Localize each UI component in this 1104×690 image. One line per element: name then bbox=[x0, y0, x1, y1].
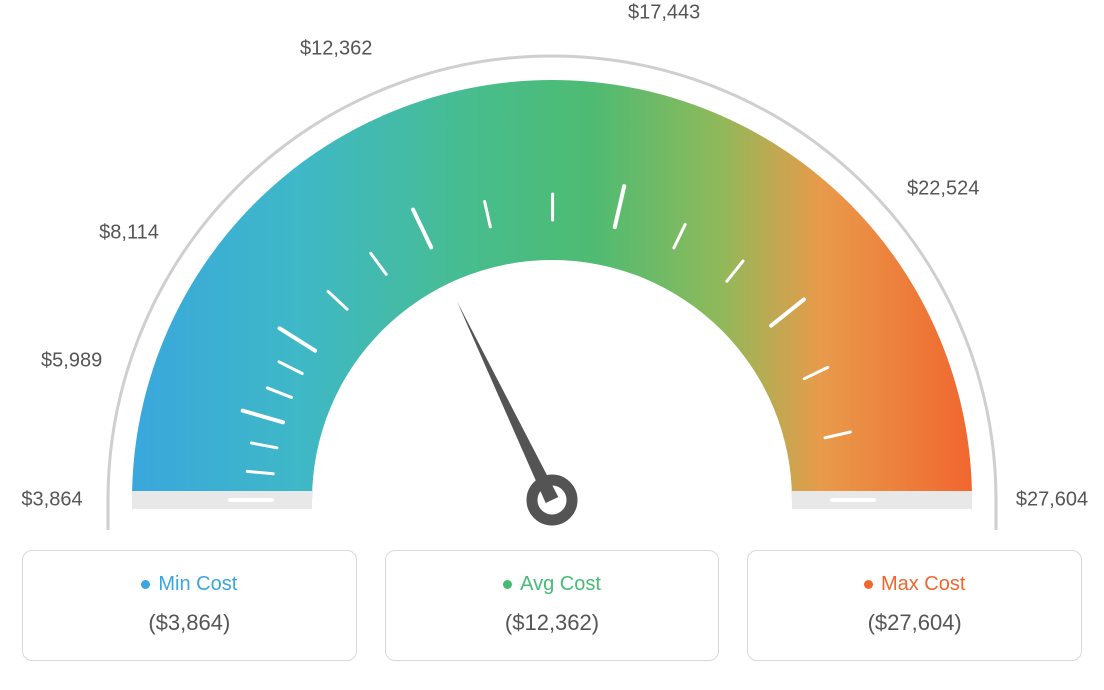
gauge-svg bbox=[22, 20, 1082, 540]
gauge-arc bbox=[132, 80, 972, 500]
legend-title-text: Avg Cost bbox=[520, 573, 601, 596]
legend-dot-icon bbox=[864, 580, 873, 589]
legend-dot-icon bbox=[503, 580, 512, 589]
cost-gauge: $3,864$5,989$8,114$12,362$17,443$22,524$… bbox=[22, 20, 1082, 540]
legend-title-text: Max Cost bbox=[881, 573, 965, 596]
legend-row: Min Cost ($3,864) Avg Cost ($12,362) Max Cos… bbox=[22, 550, 1082, 661]
legend-dot-icon bbox=[141, 580, 150, 589]
legend-value: ($3,864) bbox=[33, 610, 346, 636]
legend-title-text: Min Cost bbox=[158, 573, 237, 596]
legend-title: Min Cost bbox=[141, 573, 237, 596]
gauge-tick-label: $12,362 bbox=[300, 37, 372, 60]
gauge-tick-label: $27,604 bbox=[1016, 489, 1088, 512]
legend-card-min: Min Cost ($3,864) bbox=[22, 550, 357, 661]
legend-card-max: Max Cost ($27,604) bbox=[747, 550, 1082, 661]
legend-value: ($12,362) bbox=[396, 610, 709, 636]
gauge-tick-label: $22,524 bbox=[907, 177, 979, 200]
legend-title: Avg Cost bbox=[503, 573, 601, 596]
gauge-tick-label: $3,864 bbox=[21, 489, 82, 512]
legend-value: ($27,604) bbox=[758, 610, 1071, 636]
gauge-tick-label: $8,114 bbox=[99, 222, 159, 245]
legend-card-avg: Avg Cost ($12,362) bbox=[385, 550, 720, 661]
legend-title: Max Cost bbox=[864, 573, 965, 596]
gauge-tick-label: $5,989 bbox=[41, 350, 102, 373]
gauge-needle bbox=[457, 302, 558, 503]
gauge-tick-label: $17,443 bbox=[628, 1, 700, 24]
